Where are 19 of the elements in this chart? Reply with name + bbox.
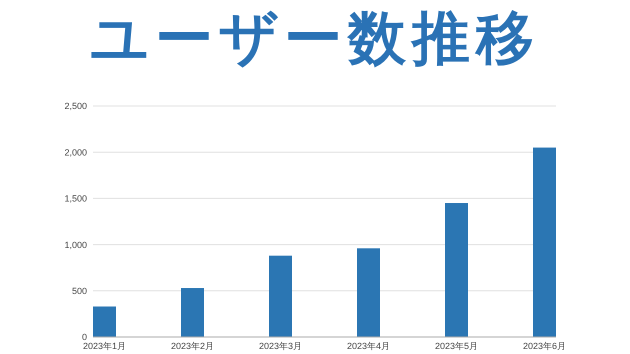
bar xyxy=(357,248,380,337)
x-tick-label: 2023年5月 xyxy=(434,341,478,351)
bar xyxy=(445,203,468,337)
bar xyxy=(181,288,204,337)
y-tick-label: 2,000 xyxy=(64,147,87,158)
bar xyxy=(269,256,292,337)
y-tick-label: 0 xyxy=(82,332,87,342)
bar xyxy=(93,306,116,337)
y-tick-label: 1,000 xyxy=(64,240,87,250)
x-tick-label: 2023年1月 xyxy=(82,341,126,351)
x-tick-label: 2023年4月 xyxy=(346,341,390,351)
bar xyxy=(533,148,556,337)
x-tick-label: 2023年2月 xyxy=(170,341,214,351)
chart-title: ユーザー数推移 xyxy=(90,6,540,71)
y-tick-label: 2,500 xyxy=(64,101,87,112)
x-tick-label: 2023年3月 xyxy=(258,341,302,351)
x-tick-label: 2023年6月 xyxy=(522,341,566,351)
y-tick-label: 500 xyxy=(72,286,87,296)
y-tick-label: 1,500 xyxy=(64,194,87,204)
